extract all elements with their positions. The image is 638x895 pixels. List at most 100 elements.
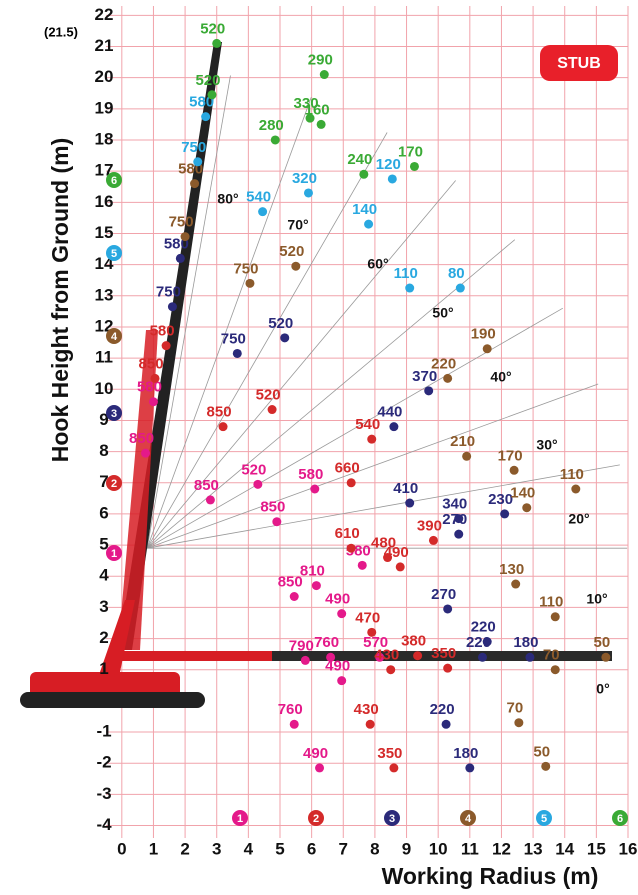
load-label: 110 <box>539 594 563 611</box>
load-label: 330 <box>294 95 319 112</box>
load-point <box>289 719 299 729</box>
load-label: 240 <box>347 151 372 168</box>
radial-guides <box>146 75 628 549</box>
load-point <box>326 652 336 662</box>
load-label: 170 <box>498 447 523 464</box>
jib <box>122 651 612 661</box>
load-point <box>303 188 313 198</box>
jib-base <box>122 651 272 661</box>
x-tick-label: 4 <box>244 839 254 858</box>
load-label: 70 <box>543 647 560 664</box>
x-tick-label: 0 <box>117 839 126 858</box>
load-label: 170 <box>398 143 423 160</box>
load-point <box>367 434 377 444</box>
y-axis-title: Hook Height from Ground (m) <box>47 138 73 463</box>
load-point <box>389 422 399 432</box>
tracks <box>20 692 205 708</box>
load-label: 850 <box>129 430 154 447</box>
load-label: 110 <box>560 466 584 483</box>
x-tick-label: 2 <box>180 839 189 858</box>
angle-label: 60° <box>367 256 388 272</box>
angle-guide <box>146 75 231 549</box>
load-point <box>218 422 228 432</box>
angle-label: 80° <box>217 191 238 207</box>
load-label: 520 <box>195 72 220 89</box>
load-point <box>387 174 397 184</box>
load-label: 370 <box>412 368 437 385</box>
load-label: 220 <box>471 619 496 636</box>
load-point <box>383 553 393 563</box>
load-point <box>441 719 451 729</box>
load-point <box>291 261 301 271</box>
legend-label: 3 <box>389 813 395 825</box>
x-tick-label: 7 <box>339 839 348 858</box>
y-tick-label: 6 <box>99 503 108 522</box>
y-tick-label: 13 <box>95 285 114 304</box>
load-point <box>150 373 160 383</box>
load-label: 850 <box>207 404 232 421</box>
x-tick-label: 5 <box>275 839 284 858</box>
section-marker <box>106 475 122 491</box>
load-point <box>413 651 423 661</box>
legend-label: 4 <box>465 813 472 825</box>
section-marker <box>106 245 122 261</box>
load-point <box>310 484 320 494</box>
legend-marker <box>536 810 552 826</box>
load-label: 270 <box>442 511 467 528</box>
load-point <box>514 718 524 728</box>
load-label: 520 <box>268 315 293 332</box>
load-point <box>207 90 217 100</box>
load-label: 750 <box>221 330 246 347</box>
load-label: 430 <box>354 701 379 718</box>
load-point <box>550 612 560 622</box>
load-label: 660 <box>335 460 360 477</box>
load-label: 110 <box>394 265 418 282</box>
load-point <box>148 397 158 407</box>
legend-marker <box>232 810 248 826</box>
load-point <box>270 135 280 145</box>
angle-guide <box>146 383 599 549</box>
y-tick-label: 11 <box>95 348 113 367</box>
x-tick-label: 13 <box>524 839 543 858</box>
load-point <box>571 484 581 494</box>
load-point <box>443 604 453 614</box>
x-tick-label: 11 <box>461 839 479 858</box>
y-tick-label: 4 <box>99 566 109 585</box>
load-point <box>305 113 315 123</box>
section-marker <box>106 545 122 561</box>
section-label: 3 <box>111 408 117 420</box>
legend-marker <box>308 810 324 826</box>
load-label: 610 <box>335 525 360 542</box>
load-label: 580 <box>137 379 162 396</box>
x-tick-label: 10 <box>429 839 448 858</box>
load-label: 540 <box>355 416 380 433</box>
load-label: 810 <box>300 563 325 580</box>
load-label: 750 <box>233 260 258 277</box>
load-label: 80 <box>448 265 465 282</box>
legend-marker <box>384 810 400 826</box>
load-label: 50 <box>533 743 550 760</box>
section-label: 2 <box>111 478 117 490</box>
y-tick-label: 7 <box>99 472 108 491</box>
y-tick-label: 20 <box>95 67 114 86</box>
y-tick-label: 10 <box>95 379 114 398</box>
load-label: 50 <box>594 634 611 651</box>
load-point <box>201 112 211 122</box>
load-point <box>428 535 438 545</box>
load-label: 850 <box>260 499 285 516</box>
y-tick-label: 15 <box>95 223 114 242</box>
load-point <box>180 232 190 242</box>
load-point <box>359 169 369 179</box>
legend-label: 2 <box>313 813 319 825</box>
load-point <box>522 503 532 513</box>
load-label: 850 <box>278 573 303 590</box>
y-tick-label: 2 <box>99 628 108 647</box>
y-tick-label: 1 <box>99 659 108 678</box>
load-point <box>477 652 487 662</box>
load-label: 350 <box>431 645 456 662</box>
y-tick-label: 22 <box>95 5 114 24</box>
load-point <box>311 581 321 591</box>
x-tick-label: 6 <box>307 839 316 858</box>
load-label: 340 <box>442 496 467 513</box>
load-point <box>161 341 171 351</box>
